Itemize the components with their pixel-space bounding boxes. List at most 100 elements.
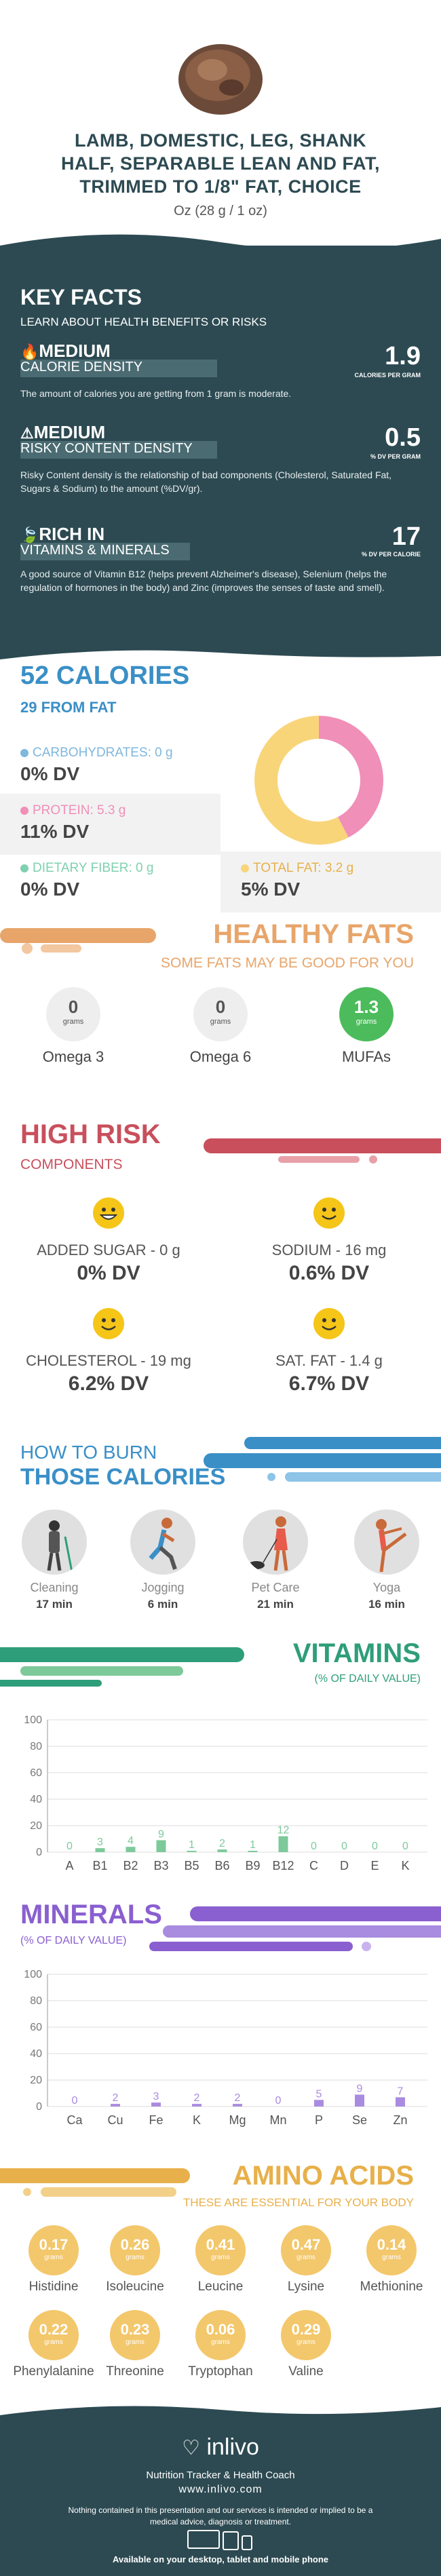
vitamin-category-B5: B5 (184, 1859, 199, 1872)
mineral-value-Se: 9 (357, 2083, 363, 2094)
mineral-bar-Se (355, 2094, 364, 2107)
calories-from-fat: 29 FROM FAT (20, 699, 117, 716)
pet-care-icon (243, 1510, 308, 1575)
vitamin-value-B12: 12 (277, 1825, 290, 1837)
pet-care-time: 21 min (257, 1598, 294, 1611)
mineral-value-Mn: 0 (275, 2095, 282, 2107)
omega3-label: Omega 3 (42, 1048, 104, 1065)
vitamin-category-C: C (309, 1859, 318, 1872)
footer-site-link[interactable]: www.inlivo.com (178, 2484, 263, 2495)
nutrient-total-fat: TOTAL FAT: 3.2 g 5% DV (220, 851, 441, 912)
vitamin-bar-B3 (156, 1840, 166, 1852)
vitamin-ytick: 20 (30, 1820, 42, 1832)
threonine-circle: 0.23 grams (110, 2310, 160, 2360)
vitamin-category-E: E (370, 1859, 379, 1872)
healthy-fats-title: HEALTHY FATS (213, 919, 414, 949)
footer-available: Available on your desktop, tablet and mo… (112, 2554, 329, 2564)
vitamin-ytick: 0 (36, 1847, 42, 1858)
vitamin-category-B12: B12 (272, 1859, 294, 1872)
valine-label: Valine (288, 2364, 324, 2379)
vitamin-value-A: 0 (66, 1841, 73, 1852)
mineral-bar-Fe (151, 2102, 161, 2107)
jogging-icon (130, 1510, 195, 1575)
histidine-circle: 0.17 grams (28, 2225, 79, 2275)
vitamins-title: VITAMINS (292, 1638, 421, 1668)
flame-icon: 🔥 (20, 343, 39, 360)
vitamin-category-D: D (340, 1859, 349, 1872)
mineral-category-Zn: Zn (393, 2113, 407, 2127)
omega6-circle: 0 grams (193, 987, 248, 1041)
added-sugar-label: ADDED SUGAR - 0 g (37, 1242, 180, 1258)
jogging-label: Jogging (141, 1581, 185, 1594)
vitamins-minerals-level: 🍃RICH IN (20, 524, 105, 544)
carbohydrates-dot-icon (20, 748, 28, 757)
mineral-ytick: 0 (36, 2101, 42, 2113)
mineral-ytick: 60 (30, 2022, 42, 2033)
mineral-ytick: 100 (24, 1969, 42, 1980)
yoga-icon (354, 1510, 419, 1575)
vitamins-subtitle: (% OF DAILY VALUE) (314, 1673, 421, 1685)
high-risk-title: HIGH RISK (20, 1119, 161, 1149)
vitamins-minerals-desc: A good source of Vitamin B12 (helps prev… (20, 569, 387, 593)
vitamin-bar-B9 (248, 1851, 258, 1852)
heart-icon: ♡ (182, 2437, 200, 2459)
mineral-category-Ca: Ca (66, 2113, 83, 2127)
sodium-dv: 0.6% DV (288, 1262, 370, 1284)
lysine-label: Lysine (287, 2280, 325, 2294)
key-facts-title: KEY FACTS (20, 285, 142, 309)
calorie-density-level: 🔥MEDIUM (20, 341, 111, 361)
sodium-label: SODIUM - 16 mg (271, 1242, 387, 1258)
amino-title: AMINO ACIDS (232, 2161, 414, 2191)
brand-logo[interactable]: ♡ inlivo (182, 2434, 259, 2460)
calorie-density-value: 1.9 (385, 342, 421, 370)
leucine-label: Leucine (197, 2280, 244, 2294)
pet-care-label: Pet Care (251, 1581, 300, 1594)
threonine-label: Threonine (106, 2364, 164, 2379)
footer: ♡ inlivo Nutrition Tracker & Health Coac… (0, 2406, 441, 2576)
risky-density-label: RISKY CONTENT DENSITY (20, 441, 193, 456)
vitamins-minerals-unit: % DV PER CALORIE (361, 551, 421, 558)
vitamin-ytick: 80 (30, 1741, 42, 1752)
vitamin-value-B6: 2 (219, 1838, 225, 1849)
nutrient-carbohydrates: CARBOHYDRATES: 0 g 0% DV (20, 746, 173, 784)
amino-decoration (0, 2168, 190, 2197)
protein-dot-icon (20, 806, 28, 815)
vitamin-value-B5: 1 (189, 1839, 195, 1851)
calorie-donut-chart (254, 716, 383, 845)
mineral-value-Cu: 2 (113, 2092, 119, 2104)
serving-size: Oz (28 g / 1 oz) (174, 204, 267, 218)
nutrient-protein: PROTEIN: 5.3 g 11% DV (0, 794, 220, 855)
burn-title-line2: THOSE CALORIES (20, 1464, 226, 1490)
smile-face-icon (93, 1308, 124, 1339)
vitamin-category-A: A (65, 1859, 73, 1872)
yoga-time: 16 min (368, 1598, 405, 1611)
mineral-bar-Cu (111, 2104, 120, 2107)
mineral-bar-Mg (233, 2104, 242, 2107)
risky-density-desc: Risky Content density is the relationshi… (20, 469, 392, 494)
mineral-category-K: K (193, 2113, 201, 2127)
vitamins-minerals-value: 17 (391, 522, 421, 551)
vitamins-bar-chart: 0 20 40 60 80 100 0 A 3 B1 4 B2 9 B3 1 B5 2 B6 1 B9 12 B12 0 C 0… (24, 1714, 427, 1872)
yoga-label: Yoga (372, 1581, 401, 1594)
lysine-circle: 0.47 grams (281, 2225, 331, 2275)
mineral-ytick: 80 (30, 1995, 42, 2007)
vitamin-bar-B1 (95, 1848, 105, 1852)
calories-title: 52 CALORIES (20, 661, 190, 690)
mineral-ytick: 20 (30, 2075, 42, 2086)
vitamin-category-B3: B3 (153, 1859, 168, 1872)
pie-slice-fat (254, 716, 383, 845)
vitamin-category-B6: B6 (214, 1859, 229, 1872)
vitamin-bar-B6 (217, 1849, 227, 1852)
vitamin-value-E: 0 (372, 1841, 378, 1852)
vitamin-category-K: K (401, 1859, 409, 1872)
page-title: LAMB, DOMESTIC, LEG, SHANK HALF, SEPARAB… (60, 130, 380, 197)
risky-density-unit: % DV PER GRAM (370, 453, 421, 460)
vitamin-ytick: 60 (30, 1767, 42, 1779)
methionine-circle: 0.14 grams (366, 2225, 417, 2275)
food-image (178, 44, 263, 115)
high-risk-decoration (204, 1138, 441, 1164)
vitamin-value-D: 0 (341, 1841, 347, 1852)
tryptophan-circle: 0.06 grams (195, 2310, 246, 2360)
histidine-label: Histidine (28, 2280, 79, 2294)
isoleucine-circle: 0.26 grams (110, 2225, 160, 2275)
